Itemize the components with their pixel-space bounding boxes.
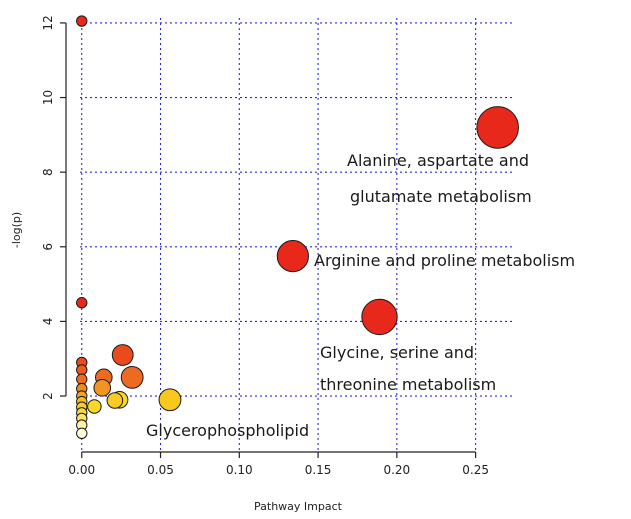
- x-tick-label-5: 0.25: [462, 463, 489, 477]
- data-point-5: [111, 344, 134, 366]
- data-point-20: [106, 392, 124, 409]
- anno-alanine-line1: Alanine, aspartate and: [347, 151, 529, 170]
- x-axis-label: Pathway Impact: [254, 500, 343, 513]
- x-tick-label-3: 0.15: [305, 463, 332, 477]
- y-tick-label-0: 2: [41, 392, 55, 400]
- y-tick-label-2: 6: [41, 243, 55, 251]
- data-points: [76, 15, 519, 440]
- y-tick-label-3: 8: [41, 168, 55, 176]
- x-tick-label-2: 0.10: [226, 463, 253, 477]
- y-tick-label-5: 12: [41, 15, 55, 30]
- x-tick-label-0: 0.00: [68, 463, 95, 477]
- data-point-2: [276, 240, 309, 273]
- data-point-22: [87, 399, 102, 414]
- data-point-3: [361, 298, 398, 336]
- data-point-1: [476, 106, 519, 149]
- anno-glycerophospholipid: Glycerophospholipid: [146, 421, 309, 440]
- y-tick-label-4: 10: [41, 90, 55, 105]
- data-point-23: [158, 388, 182, 412]
- data-point-19: [76, 427, 88, 440]
- data-point-0: [76, 15, 88, 27]
- y-tick-label-1: 4: [41, 318, 55, 326]
- anno-glycine-line1: Glycine, serine and: [320, 343, 474, 362]
- anno-alanine-line2: glutamate metabolism: [350, 187, 532, 206]
- x-tick-label-4: 0.20: [383, 463, 410, 477]
- anno-glycine-line2: threonine metabolism: [320, 375, 496, 394]
- data-point-6: [120, 365, 144, 389]
- data-point-4: [76, 297, 88, 309]
- anno-arginine: Arginine and proline metabolism: [314, 251, 575, 270]
- y-axis-label: -log(p): [10, 212, 23, 248]
- axes: 0.00 0.05 0.10 0.15 0.20 0.25 2 4 6 8 10 12: [41, 15, 489, 477]
- data-point-8: [93, 379, 112, 397]
- x-tick-label-1: 0.05: [147, 463, 174, 477]
